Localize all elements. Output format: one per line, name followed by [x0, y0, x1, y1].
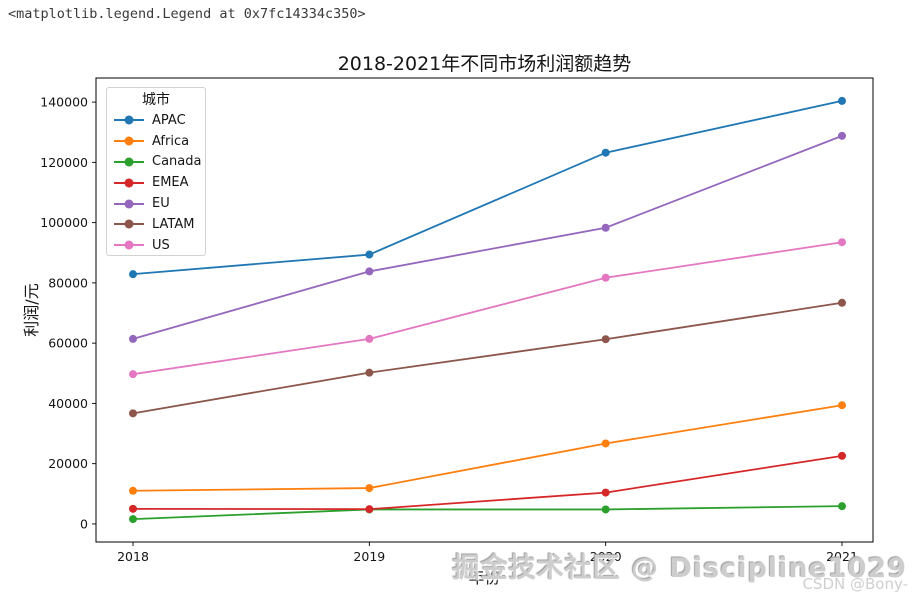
- series-point-EU-2019: [365, 267, 374, 276]
- y-axis-label: 利润/元: [22, 283, 41, 337]
- x-tick-label: 2019: [353, 549, 385, 564]
- y-tick-label: 100000: [40, 215, 88, 230]
- legend-repr-text: <matplotlib.legend.Legend at 0x7fc14334c…: [8, 6, 366, 22]
- x-tick-label: 2021: [826, 549, 858, 564]
- legend: 城市 APAC Africa Canada EMEA EU LATAM US: [106, 87, 206, 256]
- y-tick-label: 80000: [48, 275, 88, 290]
- series-point-EMEA-2021: [838, 451, 846, 460]
- series-point-EMEA-2020: [601, 488, 610, 497]
- legend-label: Canada: [152, 154, 202, 170]
- legend-item-EU: EU: [107, 193, 205, 214]
- series-point-LATAM-2020: [601, 335, 610, 344]
- legend-item-US: US: [107, 235, 205, 256]
- legend-marker-Africa: [114, 136, 144, 146]
- legend-label: EMEA: [152, 175, 189, 191]
- series-line-Canada: [132, 505, 843, 521]
- legend-label: LATAM: [152, 216, 195, 232]
- series-point-Africa-2021: [838, 401, 846, 410]
- y-tick-label: 20000: [48, 456, 88, 471]
- legend-items: APAC Africa Canada EMEA EU LATAM US: [107, 110, 205, 256]
- y-tick-label: 120000: [40, 155, 88, 170]
- series-line-LATAM: [132, 301, 843, 415]
- legend-marker-Canada: [114, 157, 144, 167]
- series-point-EU-2018: [129, 334, 137, 343]
- series-point-LATAM-2019: [365, 368, 374, 377]
- x-tick-label: 2018: [117, 549, 149, 564]
- y-tick-label: 0: [80, 516, 88, 531]
- legend-item-LATAM: LATAM: [107, 214, 205, 235]
- series-point-APAC-2018: [129, 270, 137, 279]
- x-tick-label: 2020: [590, 549, 622, 564]
- series-line-US: [132, 241, 843, 376]
- legend-marker-LATAM: [114, 219, 144, 229]
- legend-item-Canada: Canada: [107, 152, 205, 173]
- watermark-secondary: CSDN @Bony-: [802, 575, 908, 593]
- series-point-EMEA-2018: [129, 504, 137, 513]
- series-point-Canada-2018: [129, 515, 137, 524]
- series-point-Africa-2019: [365, 484, 374, 493]
- axes-frame: [95, 77, 874, 543]
- legend-marker-EU: [114, 199, 144, 209]
- legend-item-Africa: Africa: [107, 131, 205, 152]
- legend-label: APAC: [152, 112, 186, 128]
- series-point-EMEA-2019: [365, 505, 374, 514]
- legend-item-APAC: APAC: [107, 110, 205, 131]
- legend-item-EMEA: EMEA: [107, 172, 205, 193]
- series-point-EU-2021: [838, 131, 846, 140]
- series-point-US-2018: [129, 370, 137, 379]
- series-point-LATAM-2018: [129, 409, 137, 418]
- series-point-Canada-2020: [601, 505, 610, 514]
- series-point-US-2019: [365, 334, 374, 343]
- series-point-US-2021: [838, 238, 846, 247]
- chart-title: 2018-2021年不同市场利润额趋势: [337, 53, 632, 75]
- y-tick-label: 140000: [40, 95, 88, 110]
- legend-label: US: [152, 237, 170, 253]
- series-point-APAC-2021: [838, 96, 846, 105]
- series-point-LATAM-2021: [838, 298, 846, 307]
- y-tick-label: 60000: [48, 336, 88, 351]
- legend-marker-US: [114, 240, 144, 250]
- series-point-Africa-2020: [601, 439, 610, 448]
- series-line-APAC: [132, 100, 843, 276]
- series-line-EMEA: [132, 454, 843, 511]
- series-point-EU-2020: [601, 223, 610, 232]
- y-tick-label: 40000: [48, 396, 88, 411]
- series-line-Africa: [132, 404, 843, 492]
- series-point-APAC-2019: [365, 250, 374, 259]
- legend-title: 城市: [142, 92, 170, 108]
- series-line-EU: [132, 135, 843, 340]
- series-point-Canada-2021: [838, 502, 846, 511]
- series-point-APAC-2020: [601, 148, 610, 157]
- watermark-primary: 掘金技术社区 @ Discipline1029: [452, 553, 907, 584]
- legend-label: Africa: [152, 133, 190, 149]
- legend-label: EU: [152, 196, 170, 212]
- series-point-Africa-2018: [129, 486, 137, 495]
- legend-marker-APAC: [114, 115, 144, 125]
- legend-marker-EMEA: [114, 178, 144, 188]
- x-axis-label: 年份: [468, 568, 501, 587]
- series-point-US-2020: [601, 273, 610, 282]
